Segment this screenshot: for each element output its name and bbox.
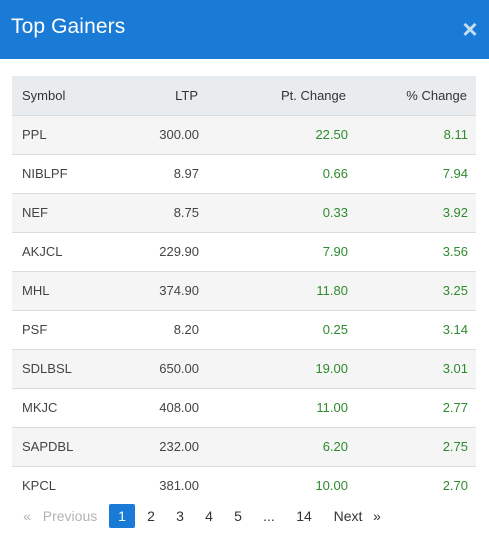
symbol-cell: NEF: [22, 205, 48, 220]
table-row[interactable]: SAPDBL 232.00 6.20 2.75: [12, 427, 476, 466]
table-body: PPL 300.00 22.50 8.11 NIBLPF 8.97 0.66 7…: [12, 115, 476, 505]
table-row[interactable]: NIBLPF 8.97 0.66 7.94: [12, 154, 476, 193]
ltp-cell: 8.20: [173, 322, 199, 337]
pct-change-cell: 3.01: [442, 361, 468, 376]
column-header-pct-change[interactable]: % Change: [406, 87, 467, 103]
pt-change-cell: 0.33: [322, 205, 348, 220]
symbol-cell: KPCL: [22, 478, 56, 494]
ltp-cell: 8.75: [173, 205, 199, 220]
pagination: « Previous 1 2 3 4 5 ... 14 Next »: [12, 504, 476, 528]
pt-change-cell: 6.20: [322, 439, 348, 454]
table-row[interactable]: AKJCL 229.90 7.90 3.56: [12, 232, 476, 271]
symbol-cell: AKJCL: [22, 244, 63, 259]
pct-change-cell: 2.77: [442, 400, 468, 415]
modal-header: Top Gainers ×: [0, 0, 489, 59]
previous-page-button[interactable]: Previous: [42, 508, 98, 524]
pct-change-cell: 8.11: [443, 127, 468, 142]
pt-change-cell: 0.25: [322, 322, 348, 337]
next-page-button[interactable]: Next: [333, 508, 363, 524]
ltp-cell: 232.00: [159, 439, 199, 454]
page-5-button[interactable]: 5: [234, 508, 242, 524]
column-header-symbol[interactable]: Symbol: [22, 87, 66, 103]
ltp-cell: 381.00: [159, 478, 199, 494]
gainers-table-container: Symbol LTP Pt. Change % Change PPL 300.0…: [12, 76, 476, 505]
ltp-cell: 650.00: [159, 361, 199, 376]
pt-change-cell: 11.80: [316, 283, 348, 298]
pagination-ellipsis: ...: [263, 508, 275, 524]
table-row[interactable]: MKJC 408.00 11.00 2.77: [12, 388, 476, 427]
table-row[interactable]: KPCL 381.00 10.00 2.70: [12, 466, 476, 505]
pt-change-cell: 22.50: [315, 127, 348, 142]
pt-change-cell: 19.00: [315, 361, 348, 376]
ltp-cell: 374.90: [159, 283, 199, 298]
pt-change-cell: 0.66: [322, 166, 348, 181]
ltp-cell: 229.90: [159, 244, 199, 259]
symbol-cell: MHL: [22, 283, 50, 298]
prev-arrow-icon[interactable]: «: [23, 508, 31, 524]
pt-change-cell: 10.00: [315, 478, 348, 494]
page-4-button[interactable]: 4: [205, 508, 213, 524]
pct-change-cell: 2.75: [442, 439, 468, 454]
column-header-ltp[interactable]: LTP: [175, 87, 198, 103]
pct-change-cell: 3.56: [442, 244, 468, 259]
table-header-row: Symbol LTP Pt. Change % Change: [12, 76, 476, 115]
pct-change-cell: 3.14: [442, 322, 468, 337]
pct-change-cell: 3.92: [442, 205, 468, 220]
gainers-table: Symbol LTP Pt. Change % Change PPL 300.0…: [12, 76, 476, 505]
ltp-cell: 300.00: [159, 127, 199, 142]
page-14-button[interactable]: 14: [296, 508, 312, 524]
symbol-cell: PSF: [22, 322, 48, 337]
symbol-cell: PPL: [22, 127, 47, 142]
next-arrow-icon[interactable]: »: [373, 508, 381, 524]
page-2-button[interactable]: 2: [147, 508, 155, 524]
symbol-cell: SDLBSL: [22, 361, 72, 376]
symbol-cell: NIBLPF: [22, 166, 68, 181]
page-3-button[interactable]: 3: [176, 508, 184, 524]
table-row[interactable]: MHL 374.90 11.80 3.25: [12, 271, 476, 310]
ltp-cell: 408.00: [159, 400, 199, 415]
close-icon[interactable]: ×: [462, 14, 478, 44]
symbol-cell: MKJC: [22, 400, 58, 415]
modal-title: Top Gainers: [11, 15, 126, 38]
pct-change-cell: 7.94: [442, 166, 468, 181]
symbol-cell: SAPDBL: [22, 439, 74, 454]
table-row[interactable]: PPL 300.00 22.50 8.11: [12, 115, 476, 154]
pct-change-cell: 3.25: [442, 283, 468, 298]
table-row[interactable]: SDLBSL 650.00 19.00 3.01: [12, 349, 476, 388]
table-row[interactable]: NEF 8.75 0.33 3.92: [12, 193, 476, 232]
pct-change-cell: 2.70: [442, 478, 468, 494]
page-1-button[interactable]: 1: [109, 504, 135, 528]
table-row[interactable]: PSF 8.20 0.25 3.14: [12, 310, 476, 349]
ltp-cell: 8.97: [173, 166, 199, 181]
pt-change-cell: 11.00: [316, 400, 348, 415]
column-header-pt-change[interactable]: Pt. Change: [280, 87, 346, 103]
pt-change-cell: 7.90: [322, 244, 348, 259]
